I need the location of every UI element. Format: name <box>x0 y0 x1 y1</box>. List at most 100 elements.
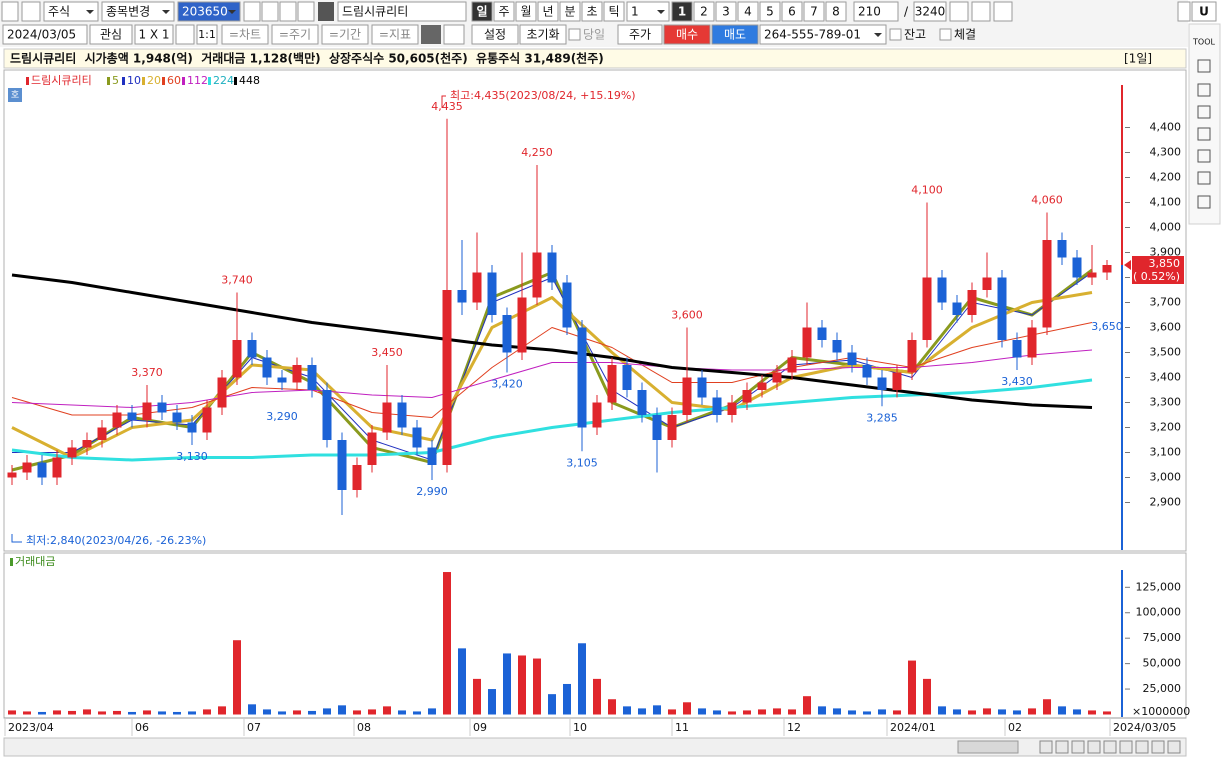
scroll-button[interactable] <box>1055 740 1069 754</box>
settings-button[interactable] <box>471 24 519 45</box>
tool-icon[interactable] <box>1197 59 1211 73</box>
scroll-button[interactable] <box>1119 740 1133 754</box>
scroll-button[interactable] <box>1135 740 1149 754</box>
menu-button[interactable] <box>221 24 269 45</box>
scroll-thumb[interactable] <box>957 740 1019 754</box>
candle-body <box>922 277 932 340</box>
candle-body <box>592 402 602 428</box>
icon-button[interactable] <box>993 1 1013 22</box>
icon-button[interactable] <box>279 1 297 22</box>
icon-button[interactable] <box>1 1 19 22</box>
buy-button[interactable] <box>663 24 711 45</box>
period-count[interactable] <box>626 1 670 22</box>
x-tick-label: 07 <box>247 721 261 734</box>
candle-body <box>907 340 917 373</box>
volume-bar <box>803 696 811 715</box>
icon-button[interactable] <box>297 1 315 22</box>
code-input[interactable] <box>177 1 241 22</box>
price-pointer <box>1124 260 1131 270</box>
volume-bar <box>833 708 841 715</box>
tool-icon[interactable] <box>1197 83 1211 97</box>
ratio-button[interactable] <box>196 24 218 45</box>
period-button[interactable] <box>493 1 515 22</box>
peak-label: 3,450 <box>371 346 403 359</box>
x-tick-label: 08 <box>357 721 371 734</box>
volume-bar <box>83 709 91 715</box>
scroll-button[interactable] <box>1039 740 1053 754</box>
period-button[interactable] <box>559 1 581 22</box>
icon-button[interactable] <box>443 24 465 45</box>
icon-button[interactable] <box>243 1 261 22</box>
period-button[interactable] <box>581 1 603 22</box>
icon-button[interactable] <box>1177 1 1191 22</box>
candle-body <box>1012 340 1022 358</box>
total-count[interactable] <box>913 1 947 22</box>
layout-button[interactable] <box>693 1 715 22</box>
layout-button[interactable] <box>803 1 825 22</box>
scroll-button[interactable] <box>1103 740 1117 754</box>
period-button[interactable] <box>471 1 493 22</box>
period-button[interactable] <box>537 1 559 22</box>
view-count[interactable] <box>853 1 899 22</box>
tool-icon[interactable] <box>1197 105 1211 119</box>
volume-bar <box>398 710 406 715</box>
icon-button[interactable] <box>318 2 334 21</box>
dropdown-arrow <box>86 10 94 14</box>
market-select[interactable] <box>43 1 99 22</box>
icon-button[interactable] <box>21 1 41 22</box>
volume-bar <box>158 711 166 715</box>
layout-button[interactable] <box>825 1 847 22</box>
price-button[interactable] <box>617 24 663 45</box>
volume-bar <box>758 709 766 715</box>
moving-average-line <box>11 378 1093 462</box>
tool-icon[interactable] <box>1197 127 1211 141</box>
volume-bar <box>443 572 451 715</box>
scroll-button[interactable] <box>1167 740 1181 754</box>
reset-button[interactable] <box>519 24 567 45</box>
tool-icon[interactable] <box>1197 171 1211 185</box>
checkbox[interactable] <box>568 28 581 41</box>
icon-button[interactable] <box>949 1 969 22</box>
stock-name[interactable] <box>337 1 467 22</box>
menu-button-label: =지표 <box>379 28 411 42</box>
calendar-icon[interactable] <box>175 24 195 45</box>
icon-button[interactable] <box>421 25 441 44</box>
checkbox[interactable] <box>889 28 902 41</box>
checkbox[interactable] <box>939 28 952 41</box>
volume-bar <box>623 706 631 715</box>
watch-button[interactable] <box>89 24 133 45</box>
layout-button[interactable] <box>715 1 737 22</box>
sell-button[interactable] <box>711 24 759 45</box>
dropdown-arrow <box>657 10 665 14</box>
period-button[interactable] <box>515 1 537 22</box>
period-count-label: 1 <box>631 5 639 19</box>
scroll-button[interactable] <box>1087 740 1101 754</box>
tool-icon[interactable] <box>1197 149 1211 163</box>
volume-bar <box>383 706 391 715</box>
period-button[interactable] <box>603 1 625 22</box>
last-change: ( 0.52%) <box>1133 270 1180 283</box>
menu-button[interactable] <box>321 24 369 45</box>
scroll-bar[interactable] <box>3 737 1187 757</box>
layout-button[interactable] <box>671 1 693 22</box>
peak-label: 4,060 <box>1031 194 1063 207</box>
icon-button[interactable] <box>971 1 991 22</box>
peak-label: 3,130 <box>176 450 208 463</box>
user-button[interactable] <box>1191 1 1217 22</box>
x-tick-label: 06 <box>135 721 149 734</box>
menu-button[interactable] <box>271 24 319 45</box>
date-input[interactable] <box>2 24 88 45</box>
layout-button[interactable] <box>737 1 759 22</box>
stock-select[interactable] <box>101 1 175 22</box>
account-select[interactable] <box>759 24 887 45</box>
layout-button[interactable] <box>759 1 781 22</box>
layout-button[interactable] <box>781 1 803 22</box>
scroll-button[interactable] <box>1151 740 1165 754</box>
candle-body <box>142 402 152 420</box>
candle-body <box>292 365 302 383</box>
menu-button[interactable] <box>371 24 419 45</box>
grid-button[interactable] <box>134 24 174 45</box>
scroll-button[interactable] <box>1071 740 1085 754</box>
icon-button[interactable] <box>261 1 279 22</box>
tool-icon[interactable] <box>1197 195 1211 209</box>
